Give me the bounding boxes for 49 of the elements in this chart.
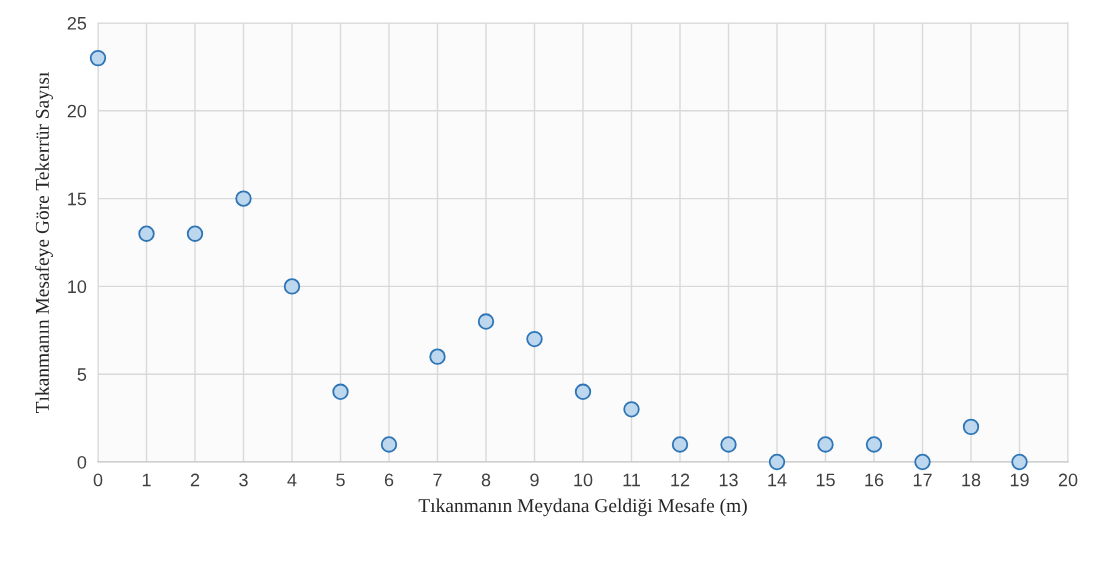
point bbox=[865, 436, 883, 453]
x-tick-label: 2 bbox=[190, 473, 200, 487]
x-tick-label: 9 bbox=[530, 473, 539, 487]
point bbox=[477, 313, 495, 330]
x-tick-label: 5 bbox=[336, 473, 345, 487]
y-tick-label: 10 bbox=[68, 280, 87, 294]
x-tick-label: 1 bbox=[142, 473, 151, 487]
y-tick-label: 0 bbox=[77, 455, 87, 469]
point bbox=[332, 383, 349, 400]
x-tick-label: 18 bbox=[962, 473, 981, 487]
point bbox=[526, 330, 543, 348]
x-tick-label: 14 bbox=[768, 473, 787, 487]
point bbox=[380, 436, 398, 453]
y-tick-label: 25 bbox=[67, 16, 87, 30]
x-tick-label: 11 bbox=[623, 473, 640, 487]
x-tick-label: 19 bbox=[1010, 473, 1029, 487]
point bbox=[671, 436, 689, 453]
point bbox=[914, 453, 931, 471]
y-tick-label: 20 bbox=[67, 104, 87, 118]
y-tick-label: 15 bbox=[68, 192, 87, 206]
point bbox=[235, 190, 252, 207]
point bbox=[962, 418, 980, 436]
point bbox=[574, 383, 592, 400]
x-tick-label: 15 bbox=[816, 473, 835, 487]
point bbox=[817, 436, 834, 453]
point bbox=[768, 453, 786, 471]
x-tick-label: 20 bbox=[1058, 473, 1078, 487]
point bbox=[89, 49, 107, 67]
point bbox=[186, 225, 204, 242]
point bbox=[623, 401, 640, 418]
point bbox=[138, 225, 155, 242]
point bbox=[1011, 453, 1028, 471]
point bbox=[283, 278, 301, 295]
x-axis-title: Tıkanmanın Meydana Geldiği Mesafe (m) bbox=[418, 498, 747, 517]
x-tick-label: 10 bbox=[574, 473, 593, 487]
x-tick-label: 12 bbox=[671, 473, 690, 487]
x-tick-label: 13 bbox=[719, 473, 738, 487]
x-tick-label: 8 bbox=[481, 473, 491, 487]
point bbox=[720, 436, 737, 453]
y-tick-label: 5 bbox=[77, 368, 87, 381]
x-tick-label: 17 bbox=[913, 473, 932, 487]
point bbox=[429, 348, 446, 365]
x-tick-label: 7 bbox=[433, 473, 442, 487]
x-tick-label: 4 bbox=[287, 473, 297, 487]
x-tick-label: 3 bbox=[239, 473, 248, 487]
y-axis-title: Tıkanmanın Mesafeye Göre Tekerrür Sayısı bbox=[35, 72, 53, 413]
x-tick-label: 6 bbox=[384, 473, 394, 487]
x-tick-label: 16 bbox=[865, 473, 884, 487]
x-tick-label: 0 bbox=[93, 473, 103, 487]
